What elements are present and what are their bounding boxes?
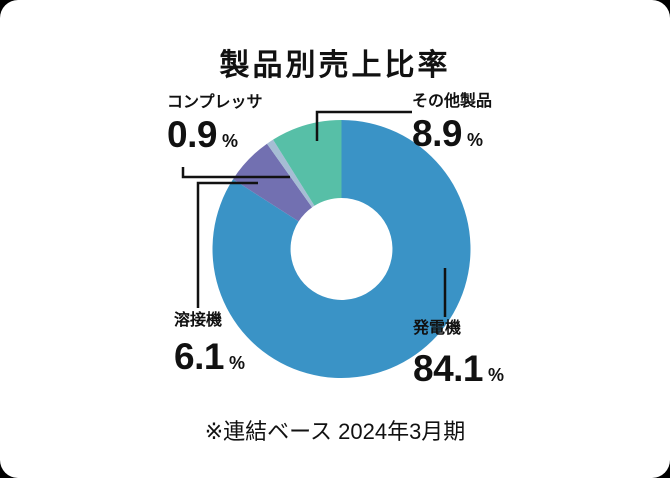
segment-percent-other-products: 8.9 (412, 113, 462, 155)
chart-title: 製品別売上比率 (219, 49, 451, 82)
donut-segment-welder (233, 143, 313, 222)
segment-value-other-products: 8.9% (412, 115, 492, 154)
percent-sign: % (466, 130, 483, 151)
segment-value-generator: 84.1% (413, 350, 504, 389)
segment-name-welder: 溶接機 (174, 312, 223, 329)
segment-percent-generator: 84.1 (413, 348, 484, 390)
leader-line-other-products (315, 110, 412, 141)
donut-segments (212, 120, 471, 378)
segment-label-other-products: その他製品 8.9% (412, 93, 492, 154)
segment-percent-welder: 6.1 (174, 336, 224, 378)
percent-sign: % (228, 353, 245, 374)
segment-label-generator: 発電機 84.1% (413, 320, 504, 389)
segment-value-compressor: 0.9% (167, 116, 263, 155)
segment-name-generator: 発電機 (413, 320, 462, 337)
donut-segment-compressor (266, 139, 315, 208)
segment-name-other-products: その他製品 (412, 93, 493, 110)
donut-segment-generator (212, 120, 471, 378)
segment-name-compressor: コンプレッサ (167, 94, 263, 111)
leader-line-welder (196, 181, 258, 308)
segment-value-welder: 6.1% (174, 338, 245, 377)
percent-sign: % (221, 131, 238, 152)
donut-segment-other-products (273, 120, 342, 206)
segment-label-compressor: コンプレッサ 0.9% (167, 94, 263, 155)
segment-percent-compressor: 0.9 (167, 114, 217, 156)
percent-sign: % (488, 365, 505, 386)
chart-note: ※連結ベース 2024年3月期 (204, 419, 466, 444)
leader-line-compressor (181, 167, 290, 179)
segment-label-welder: 溶接機 6.1% (174, 312, 245, 377)
